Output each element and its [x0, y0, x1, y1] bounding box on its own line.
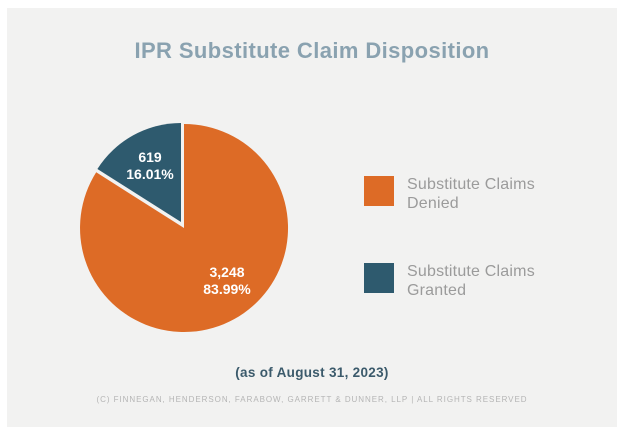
denied-value-label: 3,248 [209, 264, 244, 280]
legend-label-denied: Substitute Claims Denied [407, 176, 535, 212]
legend-swatch-granted-rect [364, 262, 394, 293]
legend-item-granted: Substitute Claims Granted [364, 262, 594, 301]
legend-swatch-granted [364, 262, 394, 293]
denied-percent-label: 83.99% [203, 281, 251, 297]
legend: Substitute Claims Denied Substitute Clai… [364, 176, 594, 350]
copyright-line: (C) FINNEGAN, HENDERSON, FARABOW, GARRET… [96, 395, 528, 404]
legend-swatch-denied [364, 176, 394, 206]
as-of-note: (as of August 31, 2023) [235, 365, 389, 380]
pie-slice-denied [80, 124, 289, 332]
legend-item-denied: Substitute Claims Denied [364, 176, 594, 214]
pie-slice-granted [97, 123, 181, 222]
legend-swatch-denied-rect [364, 176, 394, 206]
legend-label-granted: Substitute Claims Granted [407, 262, 535, 299]
chart-title: IPR Substitute Claim Disposition [134, 38, 490, 63]
granted-percent-label: 16.01% [126, 166, 174, 182]
granted-value-label: 619 [138, 149, 162, 165]
